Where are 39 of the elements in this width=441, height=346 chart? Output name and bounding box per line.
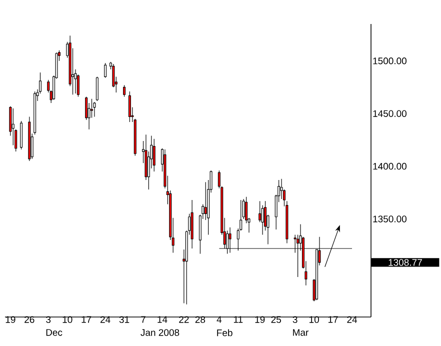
x-tick-label: 26 (24, 316, 34, 323)
text: Feb (217, 329, 232, 336)
candlestick (152, 138, 156, 172)
x-tick-label: 3 (46, 316, 51, 323)
candlestick (258, 200, 262, 222)
x-tick-label: 14 (158, 316, 168, 323)
text: Dec (46, 329, 62, 336)
x-tick-label: 24 (100, 316, 110, 323)
x-tick-label: 28 (195, 316, 206, 323)
candlestick (93, 102, 96, 118)
candlestick (104, 62, 107, 78)
x-tick-label: 31 (119, 316, 130, 323)
x-tick-label: 4 (216, 316, 222, 323)
x-tick-label: 3 (292, 316, 298, 323)
x-tick-label: 19 (255, 316, 265, 323)
text: Jan 2008 (140, 329, 180, 336)
y-tick-label: 1400.00 (373, 162, 406, 170)
candlestick (96, 76, 98, 102)
candlestick (128, 91, 131, 122)
candlestick (12, 108, 14, 146)
x-tick-label: 10 (62, 316, 72, 323)
candlestick (123, 84, 126, 98)
candlestick (204, 182, 207, 220)
y-tick-label: 1500.00 (373, 58, 406, 64)
x-tick-label: 17 (328, 316, 338, 323)
x-tick-label: 17 (82, 316, 92, 323)
x-tick-label: 7 (141, 316, 146, 323)
candlestick (90, 98, 94, 118)
x-tick-label: 11 (234, 316, 243, 323)
x-tick-label: 10 (310, 316, 319, 323)
y-tick-label: 1450.00 (373, 110, 406, 117)
text: 1308.77 (388, 259, 422, 266)
x-tick-label: 25 (271, 316, 282, 323)
x-tick-label: 19 (6, 316, 16, 323)
x-tick-label: 24 (347, 316, 358, 323)
y-tick-label: 1350.00 (373, 216, 406, 222)
text: Mar (293, 329, 308, 336)
x-tick-label: 22 (179, 316, 189, 323)
candlestick (261, 204, 264, 236)
